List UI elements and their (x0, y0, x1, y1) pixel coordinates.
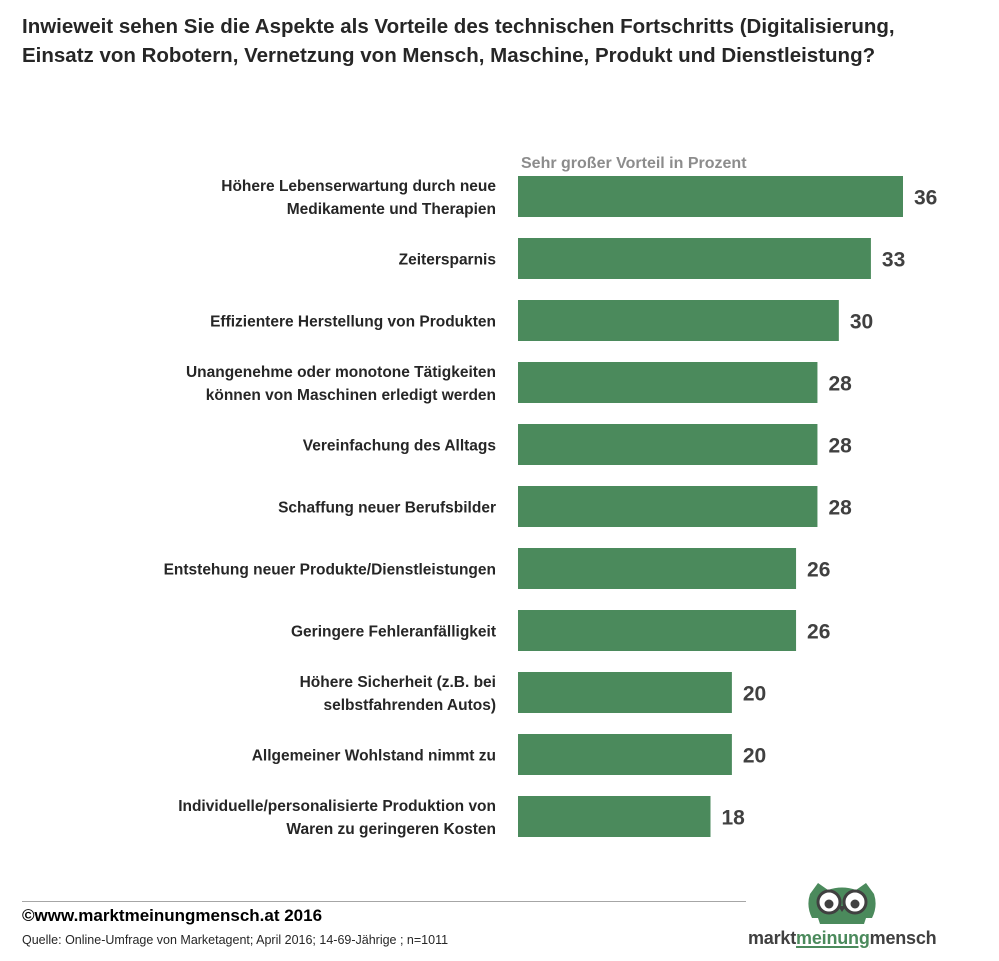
bar-4 (518, 424, 818, 465)
data-label-6: 26 (807, 559, 830, 582)
brand-part-2: meinung (796, 928, 870, 948)
category-label-10-0: Individuelle/personalisierte Produktion … (178, 798, 496, 815)
category-label-4-0: Vereinfachung des Alltags (303, 438, 496, 455)
chart-title-line-1: Inwieweit sehen Sie die Aspekte als Vort… (22, 15, 895, 38)
bar-9 (518, 734, 732, 775)
bar-3 (518, 362, 818, 403)
bar-2 (518, 300, 839, 341)
bar-8 (518, 672, 732, 713)
bar-1 (518, 238, 871, 279)
category-label-6-0: Entstehung neuer Produkte/Dienstleistung… (164, 562, 496, 579)
data-label-3: 28 (828, 373, 852, 396)
chart-title-line-2: Einsatz von Robotern, Vernetzung von Men… (22, 44, 876, 67)
chart-title: Inwieweit sehen Sie die Aspekte als Vort… (22, 12, 982, 70)
footer-divider (22, 901, 746, 902)
owl-icon (808, 883, 876, 924)
category-label-3-0: Unangenehme oder monotone Tätigkeiten (186, 364, 496, 381)
category-label-1-0: Zeitersparnis (399, 252, 496, 269)
category-label-3-1: können von Maschinen erledigt werden (206, 387, 496, 404)
bar-0 (518, 176, 903, 217)
data-label-10: 18 (722, 807, 746, 830)
category-label-8-0: Höhere Sicherheit (z.B. bei (300, 674, 496, 691)
category-label-8-1: selbstfahrenden Autos) (323, 697, 496, 714)
bar-10 (518, 796, 711, 837)
bar-chart: Sehr großer Vorteil in Prozent 36 Höhere … (164, 155, 938, 838)
category-label-10-1: Waren zu geringeren Kosten (286, 821, 496, 838)
brand-part-3: mensch (869, 928, 937, 948)
bar-6 (518, 548, 797, 589)
brand-logo-text: marktmeinungmensch (748, 928, 937, 949)
data-label-8: 20 (743, 683, 766, 706)
category-label-0-0: Höhere Lebenserwartung durch neue (221, 178, 496, 195)
data-label-9: 20 (743, 745, 766, 768)
brand-part-1: markt (748, 928, 797, 948)
data-label-4: 28 (828, 435, 852, 458)
category-label-9-0: Allgemeiner Wohlstand nimmt zu (252, 748, 496, 765)
bar-5 (518, 486, 818, 527)
data-label-1: 33 (882, 249, 905, 272)
copyright-text: ©www.marktmeinungmensch.at 2016 (22, 906, 323, 925)
series-label: Sehr großer Vorteil in Prozent (521, 155, 747, 172)
category-label-7-0: Geringere Fehleranfälligkeit (291, 624, 496, 641)
data-label-2: 30 (850, 311, 873, 334)
category-label-0-1: Medikamente und Therapien (287, 201, 496, 218)
bar-7 (518, 610, 797, 651)
category-label-2-0: Effizientere Herstellung von Produkten (210, 314, 496, 331)
source-note: Quelle: Online-Umfrage von Marketagent; … (22, 933, 449, 947)
bars-group: 36 Höhere Lebenserwartung durch neue Medik… (164, 176, 937, 838)
category-label-5-0: Schaffung neuer Berufsbilder (278, 500, 496, 517)
data-label-0: 36 (914, 187, 937, 210)
data-label-5: 28 (828, 497, 852, 520)
data-label-7: 26 (807, 621, 830, 644)
